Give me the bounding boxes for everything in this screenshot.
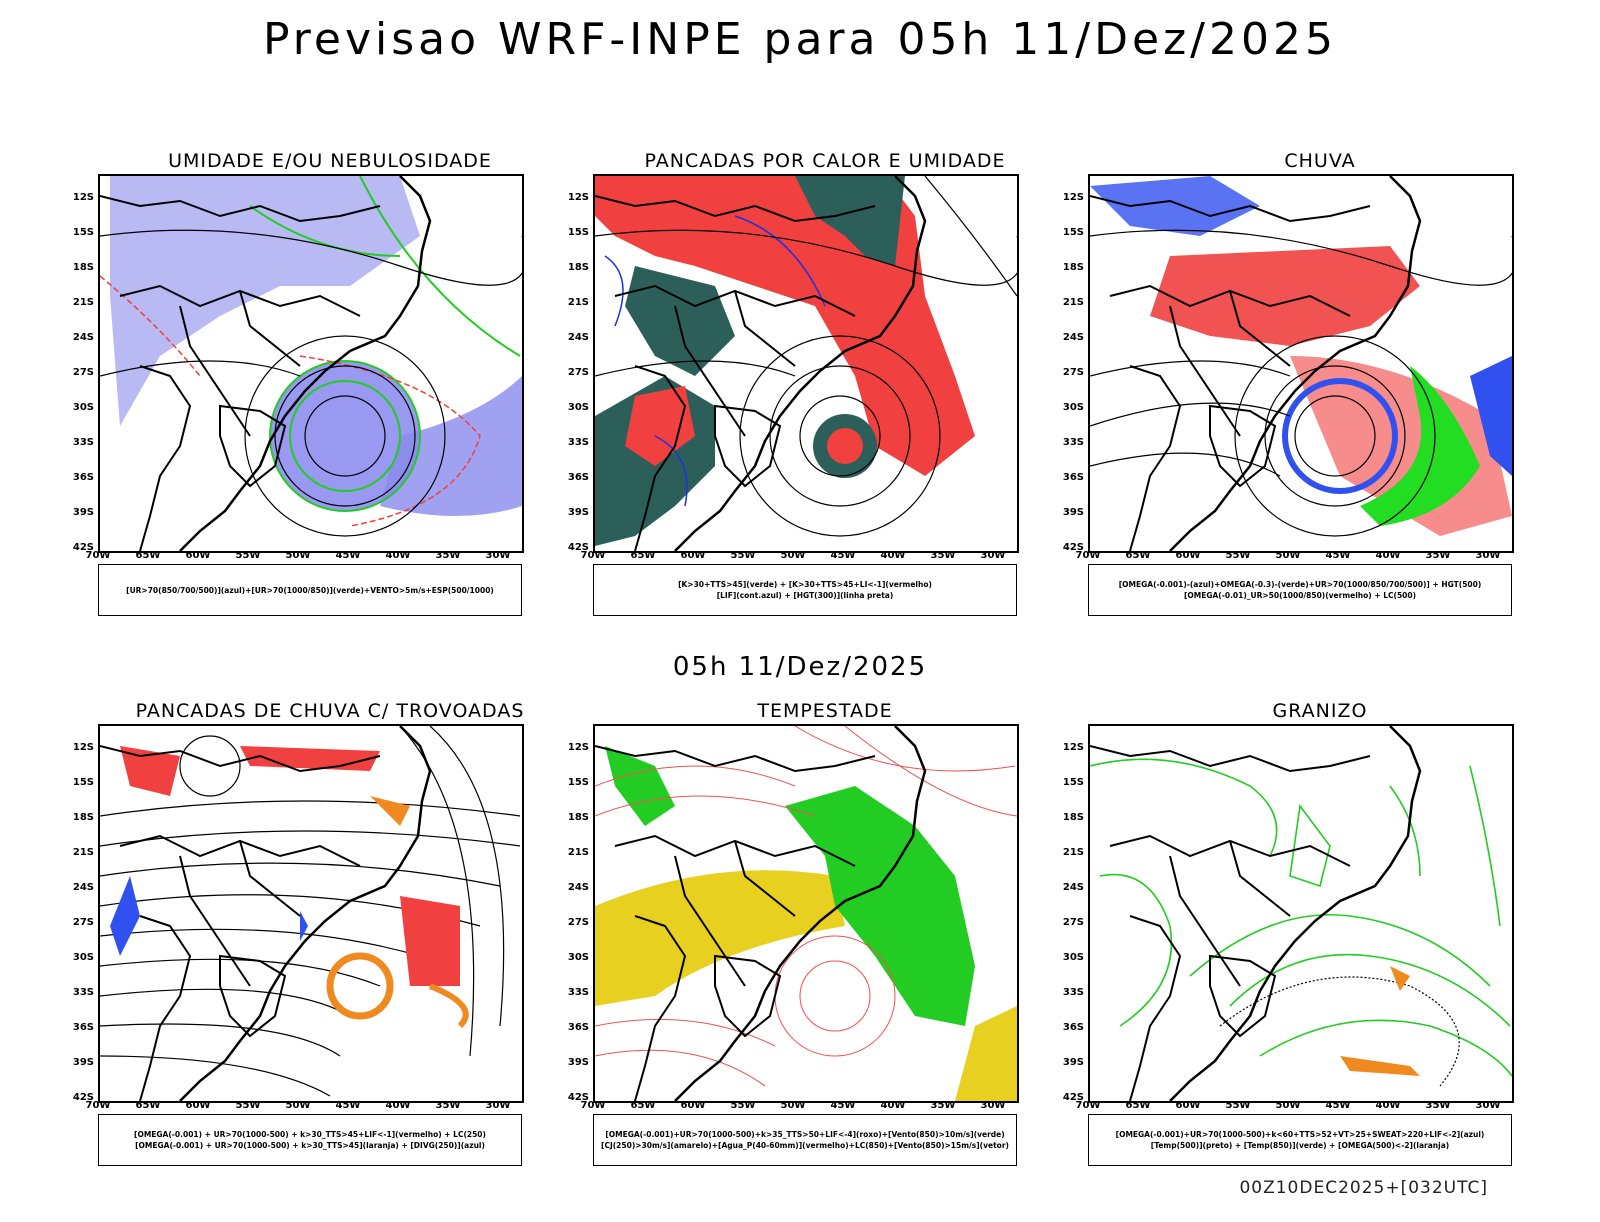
- map-chuva: [1088, 174, 1514, 553]
- legend-box: [OMEGA(-0.001)-(azul)+OMEGA(-0.3)-(verde…: [1088, 564, 1512, 616]
- legend-box: [UR>70(850/700/500)](azul)+[UR>70(1000/8…: [98, 564, 522, 616]
- legend-line: [CJ(250)>30m/s](amarelo)+[Agua_P(40-60mm…: [601, 1141, 1009, 1150]
- legend-line: [Temp(500)](preto) + [Temp(850)](verde) …: [1150, 1141, 1450, 1150]
- center-timestamp: 05h 11/Dez/2025: [672, 652, 928, 682]
- panel-title: UMIDADE E/OU NEBULOSIDADE: [168, 150, 492, 172]
- panel-umidade: UMIDADE E/OU NEBULOSIDADE 12S 15S 18S 21S 24…: [60, 150, 560, 672]
- panel-pancadas-calor: PANCADAS POR CALOR E UMIDADE 12S 15S 18S 21…: [555, 150, 1055, 672]
- panel-title: PANCADAS DE CHUVA C/ TROVOADAS: [135, 700, 525, 722]
- legend-line: [OMEGA(-0.001)+UR>70(1000-500)+k<60+TTS>…: [1115, 1130, 1485, 1139]
- map-pancadas-calor: [593, 174, 1019, 553]
- run-footer: 00Z10DEC2025+[032UTC]: [1239, 1178, 1488, 1198]
- legend-line: [K>30+TTS>45](verde) + [K>30+TTS>45+LI<-…: [678, 580, 932, 589]
- legend-box: [K>30+TTS>45](verde) + [K>30+TTS>45+LI<-…: [593, 564, 1017, 616]
- map-granizo: [1088, 724, 1514, 1103]
- panel-trovoadas: PANCADAS DE CHUVA C/ TROVOADAS 12S 15S 18S…: [60, 700, 560, 1222]
- page-title: Previsao WRF-INPE para 05h 11/Dez/2025: [263, 14, 1337, 65]
- legend-line: [OMEGA(-0.001) + UR>70(1000-500) + k>30_…: [134, 1130, 486, 1139]
- legend-box: [OMEGA(-0.001)+UR>70(1000-500)+k>35_TTS>…: [593, 1114, 1017, 1166]
- map-umidade: [98, 174, 524, 553]
- panel-title: GRANIZO: [1272, 700, 1368, 722]
- panel-chuva: CHUVA 12S 15S 18S 21S 24S 27S 30S 33S 36S 39S 42S …: [1050, 150, 1550, 672]
- legend-box: [OMEGA(-0.001) + UR>70(1000-500) + k>30_…: [98, 1114, 522, 1166]
- legend-line: [OMEGA(-0.001) + UR>70(1000-500) + k>30_…: [135, 1141, 485, 1150]
- map-tempestade: [593, 724, 1019, 1103]
- panel-tempestade: TEMPESTADE 12S 15S 18S 21S 24S 27S 30S 33S 36S 39…: [555, 700, 1055, 1222]
- panel-title: PANCADAS POR CALOR E UMIDADE: [644, 150, 1006, 172]
- panel-title: TEMPESTADE: [757, 700, 893, 722]
- panel-title: CHUVA: [1284, 150, 1356, 172]
- legend-box: [OMEGA(-0.001)+UR>70(1000-500)+k<60+TTS>…: [1088, 1114, 1512, 1166]
- legend-line: [OMEGA(-0.001)-(azul)+OMEGA(-0.3)-(verde…: [1118, 580, 1482, 589]
- legend-line: [OMEGA(-0.01)_UR>50(1000/850)(vermelho) …: [1183, 591, 1417, 600]
- legend-line: [UR>70(850/700/500)](azul)+[UR>70(1000/8…: [126, 585, 494, 595]
- panel-granizo: GRANIZO 12S 15S 18S 21S 24S 27S 30S 33S 36S 39S 42…: [1050, 700, 1550, 1222]
- legend-line: [LIF](cont.azul) + [HGT(300)](linha pret…: [716, 591, 894, 600]
- map-trovoadas: [98, 724, 524, 1103]
- legend-line: [OMEGA(-0.001)+UR>70(1000-500)+k>35_TTS>…: [605, 1130, 1005, 1139]
